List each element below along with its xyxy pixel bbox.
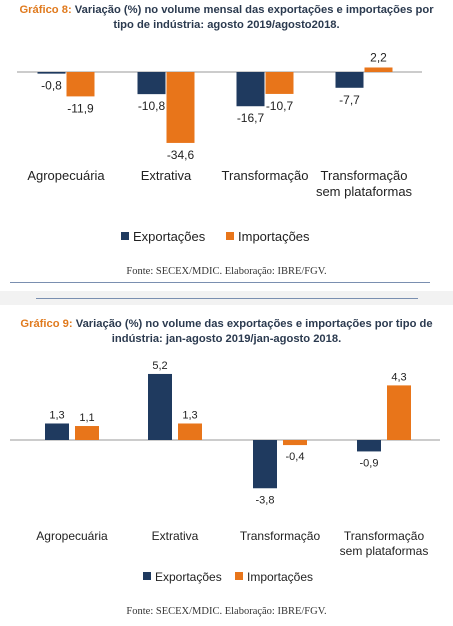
chart-number-8: Gráfico 8: xyxy=(19,4,72,16)
data-label-exportacoes-2: -16,7 xyxy=(237,111,265,125)
data-label-importacoes-0: -11,9 xyxy=(67,101,94,115)
bar-importacoes-1 xyxy=(166,72,195,143)
bar-exportacoes-0 xyxy=(45,423,69,440)
bar-importacoes-2 xyxy=(265,72,294,94)
category-label-1: Extrativa xyxy=(141,168,192,183)
data-label-exportacoes-1: -10,8 xyxy=(138,99,166,113)
bar-exportacoes-2 xyxy=(253,440,277,489)
chart-source-9: Fonte: SECEX/MDIC. Elaboração: IBRE/FGV. xyxy=(126,606,327,617)
legend-label-exportacoes: Exportações xyxy=(133,229,206,244)
bar-exportacoes-2 xyxy=(236,72,265,107)
separator-rule xyxy=(36,298,418,299)
chart-9-svg: 1,3 1,1 Agropecuária 5,2 1,3 Extrativa -3,8 -0,… xyxy=(10,360,440,584)
chart-title-text-9: Variação (%) no volume das exportações e… xyxy=(75,318,433,345)
chart-source-8: Fonte: SECEX/MDIC. Elaboração: IBRE/FGV. xyxy=(126,266,327,277)
bar-importacoes-0 xyxy=(75,426,99,440)
bar-importacoes-0 xyxy=(66,72,95,97)
chart-panel-8: Gráfico 8: Variação (%) no volume mensal… xyxy=(0,0,453,290)
category-label-2: Transformação xyxy=(222,168,309,183)
legend-label-importacoes: Importações xyxy=(238,229,310,244)
data-label-importacoes-3: 2,2 xyxy=(370,50,387,64)
data-label-exportacoes-0: -0,8 xyxy=(41,79,62,93)
chart-title-text-8: Variação (%) no volume mensal das export… xyxy=(74,4,434,31)
data-label-importacoes-2: -10,7 xyxy=(266,99,294,113)
bar-exportacoes-3 xyxy=(357,440,381,452)
legend-swatch-importacoes xyxy=(226,232,234,240)
bar-importacoes-3 xyxy=(387,385,411,440)
bar-importacoes-1 xyxy=(178,423,202,440)
chart-8-svg: -0,8 -11,9 Agropecuária -10,8 -34,6 Extrativa… xyxy=(17,50,422,244)
category-label-0: Agropecuária xyxy=(36,529,108,543)
bar-exportacoes-3 xyxy=(335,72,364,88)
bar-importacoes-3 xyxy=(364,67,393,72)
data-label-importacoes-0: 1,1 xyxy=(79,412,94,424)
data-label-importacoes-3: 4,3 xyxy=(391,371,406,383)
category-label-3: Transformação sem plataformas xyxy=(316,168,413,199)
legend-swatch-importacoes xyxy=(235,572,243,580)
bar-exportacoes-0 xyxy=(37,72,66,74)
category-label-1: Extrativa xyxy=(152,529,199,543)
legend-label-exportacoes: Exportações xyxy=(155,570,222,584)
data-label-exportacoes-0: 1,3 xyxy=(49,409,64,421)
chart-panel-9: Gráfico 9: Variação (%) no volume das ex… xyxy=(0,306,453,626)
category-label-2: Transformação xyxy=(240,529,321,543)
data-label-exportacoes-2: -3,8 xyxy=(256,494,275,506)
legend-swatch-exportacoes xyxy=(143,572,151,580)
legend-label-importacoes: Importações xyxy=(247,570,313,584)
category-label-0: Agropecuária xyxy=(27,168,105,183)
data-label-exportacoes-1: 5,2 xyxy=(152,360,167,372)
bar-exportacoes-1 xyxy=(148,373,172,440)
bar-importacoes-2 xyxy=(283,440,307,446)
data-label-importacoes-2: -0,4 xyxy=(286,451,305,463)
bar-exportacoes-1 xyxy=(137,72,166,95)
legend-swatch-exportacoes xyxy=(121,232,129,240)
chart-number-9: Gráfico 9: xyxy=(20,318,73,330)
category-label-3: Transformação sem plataformas xyxy=(340,529,429,558)
chart-title-9: Gráfico 9: Variação (%) no volume das ex… xyxy=(8,317,445,347)
panel-separator xyxy=(0,291,453,305)
divider-line xyxy=(10,282,430,283)
data-label-importacoes-1: -34,6 xyxy=(167,148,195,162)
data-label-exportacoes-3: -7,7 xyxy=(339,93,360,107)
data-label-exportacoes-3: -0,9 xyxy=(360,457,379,469)
chart-title-8: Gráfico 8: Variação (%) no volume mensal… xyxy=(8,3,445,33)
data-label-importacoes-1: 1,3 xyxy=(182,409,197,421)
